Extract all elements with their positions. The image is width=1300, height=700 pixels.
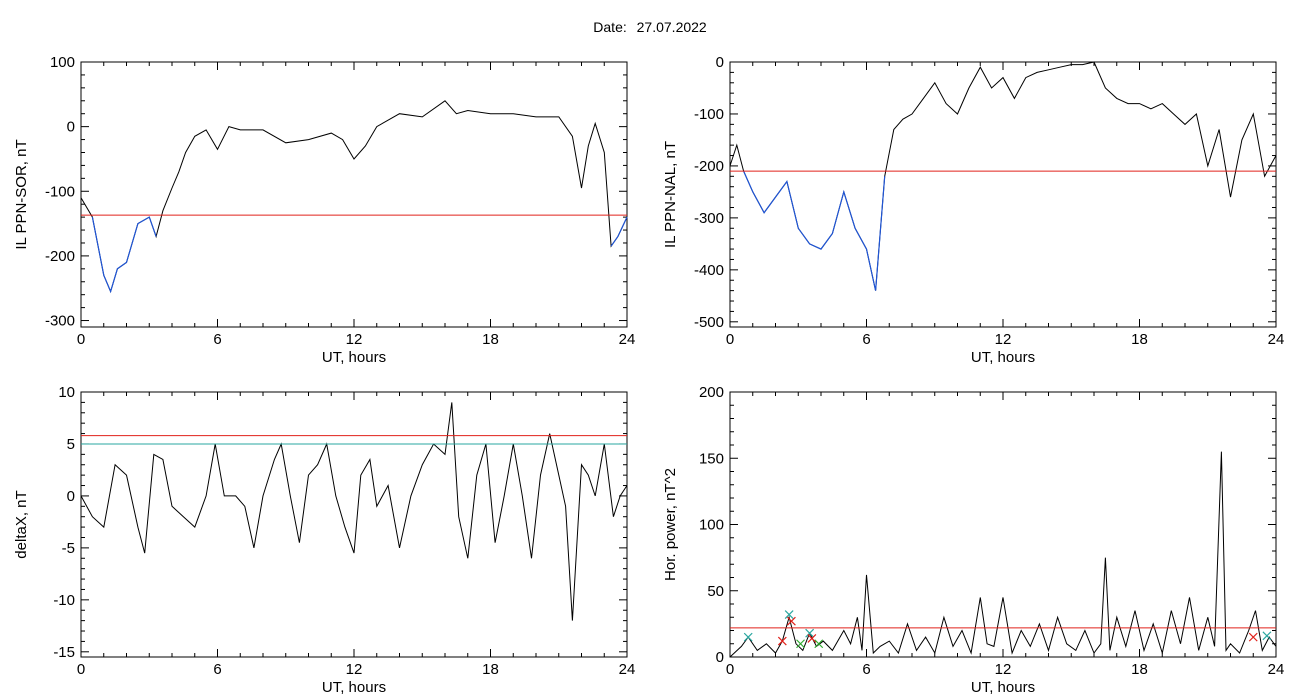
x-tick-label: 12 xyxy=(346,331,363,348)
peak-marker-stroke xyxy=(805,628,815,638)
plot-frame xyxy=(80,391,628,658)
y-tick-label: -15 xyxy=(53,644,75,661)
x-tick-label: 24 xyxy=(1268,331,1285,348)
x-axis-label: UT, hours xyxy=(322,679,386,696)
y-axis-label: IL PPN-SOR, nT xyxy=(13,139,30,249)
x-tick-label: 18 xyxy=(1131,331,1148,348)
chart-panel-ppn-sor: 0 6 12 18 24 100 0 -100 -200 -300 UT, hours IL PPN-… xyxy=(13,54,635,366)
figure-title: Date: 27.07.2022 xyxy=(0,19,1300,35)
x-tick-label: 24 xyxy=(1268,661,1285,678)
series-below-threshold xyxy=(743,170,886,291)
peak-marker-stroke xyxy=(784,610,794,620)
series-line xyxy=(80,100,628,293)
series-line xyxy=(80,402,628,621)
x-tick-label: 18 xyxy=(482,661,499,678)
x-tick-label: 18 xyxy=(1131,661,1148,678)
chart-panel-hor-power: 0 6 12 18 24 0 50 100 150 200 UT, hours Hor. power,… xyxy=(662,384,1284,696)
y-tick-label: 0 xyxy=(716,649,724,666)
peak-marker xyxy=(1262,631,1272,641)
x-tick-label: 6 xyxy=(862,661,870,678)
peak-marker xyxy=(743,632,753,642)
x-tick-label: 6 xyxy=(213,331,221,348)
y-tick-label: -5 xyxy=(62,540,75,557)
y-tick-label: 200 xyxy=(699,384,724,401)
peak-marker xyxy=(787,616,796,626)
x-tick-label: 24 xyxy=(619,661,636,678)
date-value: 27.07.2022 xyxy=(636,19,707,35)
series-line xyxy=(729,451,1277,658)
peak-marker xyxy=(784,610,794,620)
y-axis-label: IL PPN-NAL, nT xyxy=(662,141,679,248)
plot-frame xyxy=(729,61,1277,328)
y-tick-label: 5 xyxy=(67,436,75,453)
x-axis-label: UT, hours xyxy=(971,349,1035,366)
x-tick-label: 12 xyxy=(995,661,1012,678)
y-tick-label: -300 xyxy=(694,210,724,227)
series-below-threshold xyxy=(91,216,157,294)
y-tick-label: 100 xyxy=(50,54,75,71)
peak-marker xyxy=(796,639,805,649)
y-tick-label: 0 xyxy=(67,488,75,505)
y-tick-label: -300 xyxy=(45,313,75,330)
peak-marker xyxy=(814,639,824,649)
x-tick-label: 12 xyxy=(995,331,1012,348)
y-tick-label: -400 xyxy=(694,262,724,279)
peak-marker-stroke xyxy=(807,634,817,643)
y-tick-label: -100 xyxy=(694,106,724,123)
y-tick-label: 150 xyxy=(699,450,724,467)
x-tick-label: 0 xyxy=(77,331,85,348)
y-axis-label: deltaX, nT xyxy=(13,490,30,558)
peak-marker-stroke xyxy=(1248,632,1258,642)
plot-frame xyxy=(729,391,1277,658)
x-tick-label: 0 xyxy=(77,661,85,678)
series-below-threshold xyxy=(610,216,628,247)
x-tick-label: 0 xyxy=(726,331,734,348)
x-tick-label: 0 xyxy=(726,661,734,678)
x-axis-label: UT, hours xyxy=(322,349,386,366)
chart-panel-ppn-nal: 0 6 12 18 24 0 -100 -200 -300 -400 -500 UT, hours IL… xyxy=(662,54,1284,366)
y-axis-label: Hor. power, nT^2 xyxy=(662,468,679,581)
y-tick-label: 0 xyxy=(67,119,75,136)
x-tick-label: 6 xyxy=(862,331,870,348)
peak-marker xyxy=(807,634,817,643)
chart-panel-deltax: 0 6 12 18 24 10 5 0 -5 -10 -15 UT, hours deltaX, nT xyxy=(13,384,635,696)
series-line xyxy=(729,61,1277,291)
date-label: Date: xyxy=(593,19,627,35)
peak-marker xyxy=(777,636,787,646)
y-tick-label: -200 xyxy=(694,158,724,175)
y-tick-label: 10 xyxy=(58,384,75,401)
y-tick-label: -200 xyxy=(45,248,75,265)
peak-marker xyxy=(805,628,815,638)
x-tick-label: 12 xyxy=(346,661,363,678)
x-tick-label: 6 xyxy=(213,661,221,678)
peak-marker-stroke xyxy=(796,639,805,649)
peak-marker-stroke xyxy=(743,632,753,642)
y-tick-label: -10 xyxy=(53,592,75,609)
y-tick-label: -500 xyxy=(694,314,724,331)
y-tick-label: 100 xyxy=(699,517,724,534)
x-tick-label: 24 xyxy=(619,331,636,348)
x-axis-label: UT, hours xyxy=(971,679,1035,696)
plot-frame xyxy=(80,61,628,328)
peak-marker-stroke xyxy=(787,616,796,626)
peak-marker-stroke xyxy=(777,636,787,646)
y-tick-label: 0 xyxy=(716,54,724,71)
peak-marker xyxy=(1248,632,1258,642)
peak-marker-stroke xyxy=(814,639,824,649)
x-tick-label: 18 xyxy=(482,331,499,348)
y-tick-label: 50 xyxy=(707,583,724,600)
y-tick-label: -100 xyxy=(45,183,75,200)
peak-marker-stroke xyxy=(1262,631,1272,641)
